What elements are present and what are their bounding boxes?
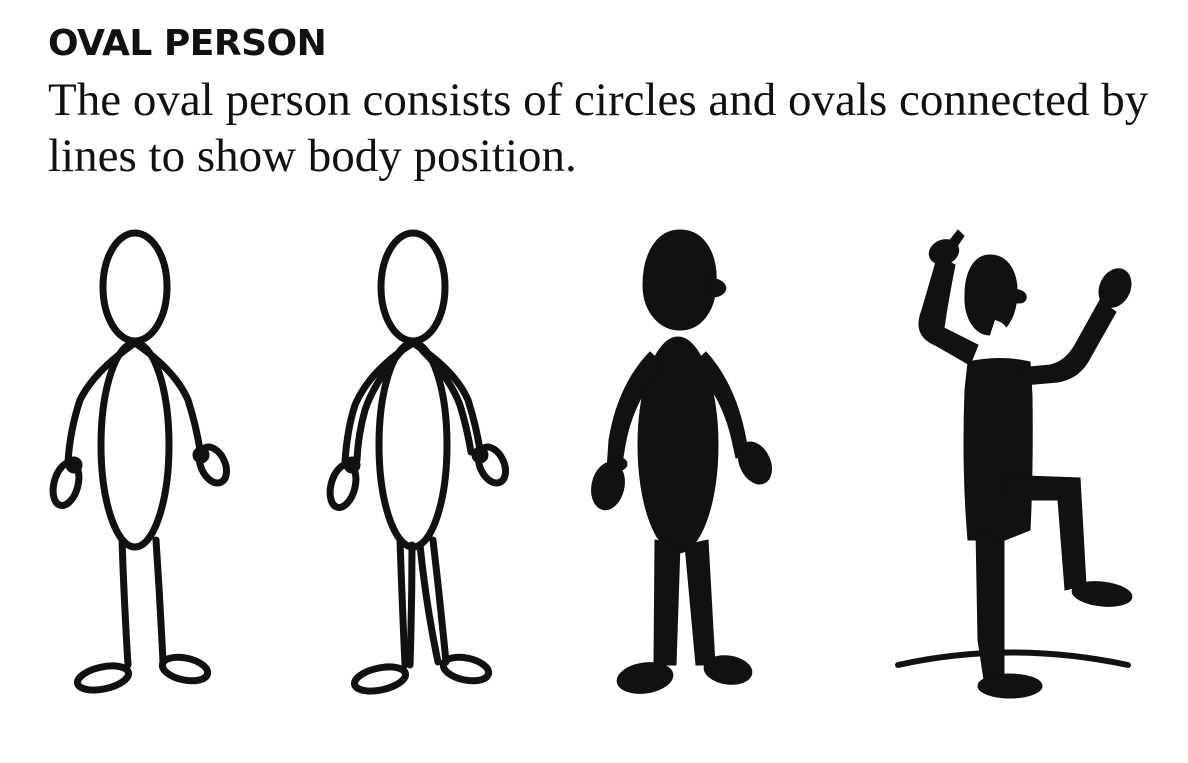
body-paragraph: The oval person consists of circles and … [48,74,1149,182]
figures-illustration [0,210,1188,763]
oval-person-outline-icon [49,229,231,694]
section-heading: OVAL PERSON [48,23,327,64]
oval-person-silhouette-action-pose-icon [895,229,1133,699]
oval-person-outline-double-line-icon [326,229,510,695]
oval-person-silhouette-icon [591,229,772,694]
